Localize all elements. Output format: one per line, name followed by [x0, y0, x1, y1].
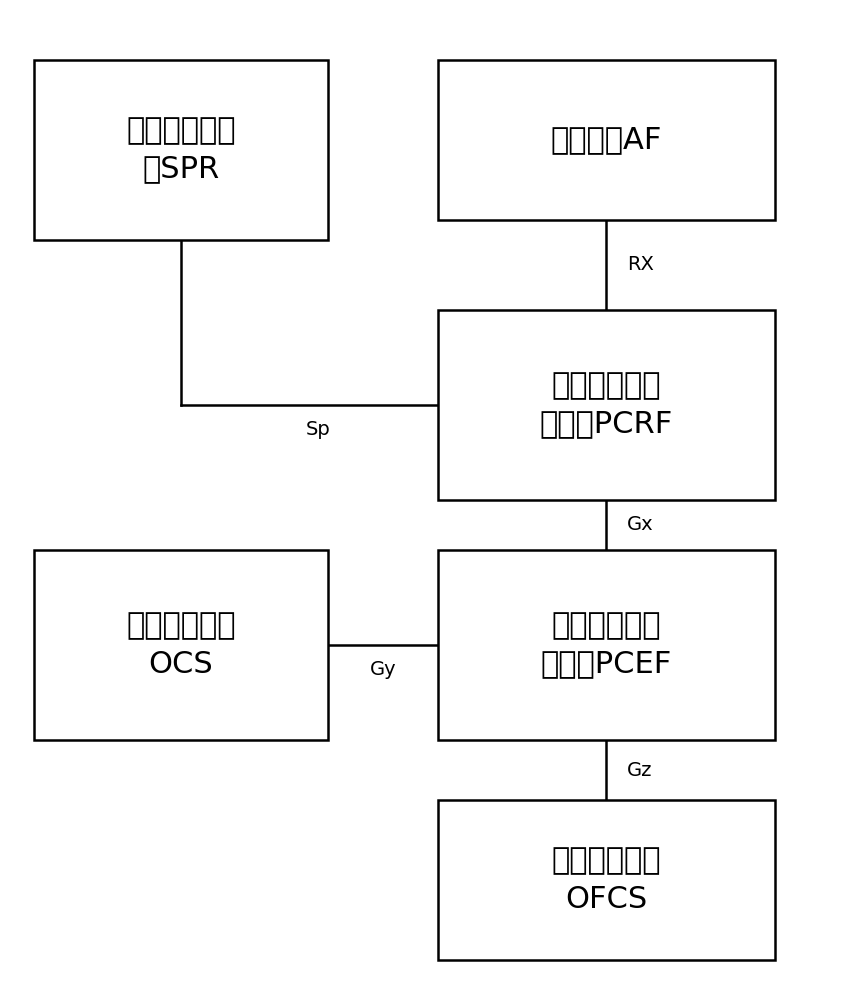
Text: Sp: Sp: [306, 420, 330, 439]
FancyBboxPatch shape: [438, 800, 775, 960]
Text: Gz: Gz: [627, 760, 653, 780]
Text: 策略和计费执
行功能PCEF: 策略和计费执 行功能PCEF: [541, 611, 672, 679]
Text: 在线计费系统
OCS: 在线计费系统 OCS: [126, 611, 236, 679]
FancyBboxPatch shape: [34, 550, 328, 740]
FancyBboxPatch shape: [438, 60, 775, 220]
Text: RX: RX: [627, 255, 654, 274]
FancyBboxPatch shape: [438, 550, 775, 740]
Text: 离线计费系统
OFCS: 离线计费系统 OFCS: [552, 846, 661, 914]
Text: 策略和计费规
则功能PCRF: 策略和计费规 则功能PCRF: [540, 371, 673, 439]
Text: 用户签约数据
库SPR: 用户签约数据 库SPR: [126, 116, 236, 184]
FancyBboxPatch shape: [34, 60, 328, 240]
Text: 应用功能AF: 应用功能AF: [551, 125, 662, 154]
FancyBboxPatch shape: [438, 310, 775, 500]
Text: Gx: Gx: [627, 516, 654, 534]
Text: Gy: Gy: [370, 660, 397, 679]
